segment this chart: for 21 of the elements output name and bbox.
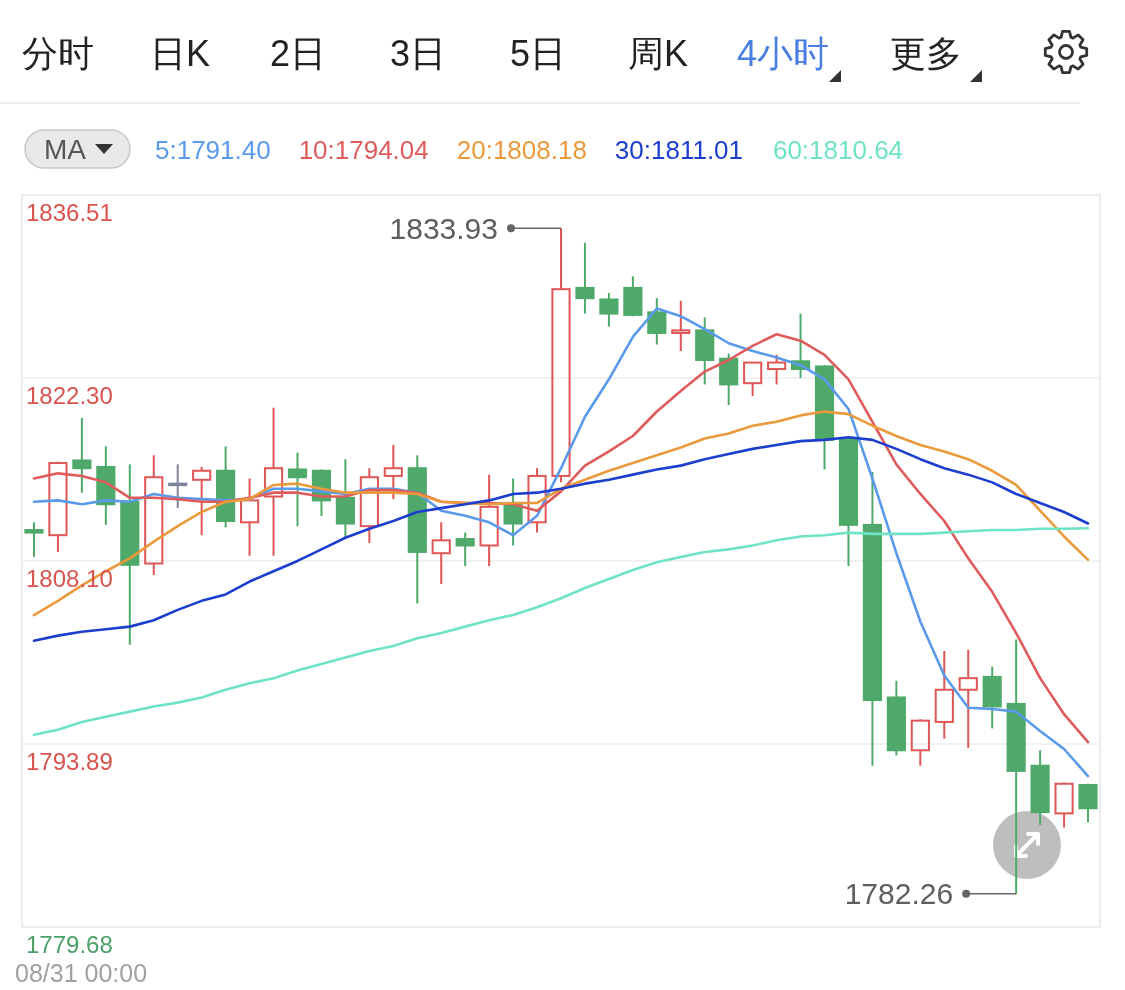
text: 4小时 <box>737 33 830 74</box>
y-tick-label: 1836.51 <box>26 199 113 226</box>
text: 20:1808.18 <box>456 135 587 165</box>
text: 10:1794.04 <box>298 135 429 165</box>
text: 08/31 00:00 <box>15 959 148 987</box>
text: 3日 <box>390 33 447 74</box>
text: 2日 <box>270 33 327 74</box>
text: 分时 <box>22 33 94 74</box>
text: 60:1810.64 <box>772 135 904 165</box>
y-tick-label: 1822.30 <box>26 382 113 410</box>
annotation: 1833.93 <box>389 211 498 245</box>
y-tick-label: 1793.89 <box>26 747 113 775</box>
legend-title: MA <box>44 134 87 165</box>
text: 日K <box>150 33 211 74</box>
text: 周K <box>628 33 689 74</box>
text: 更多 <box>890 33 962 74</box>
text: 5:1791.40 <box>155 135 271 165</box>
annotation: 1782.26 <box>844 877 954 911</box>
text: 30:1811.01 <box>614 135 744 165</box>
text: 5日 <box>510 33 567 74</box>
y-tick-label: 1779.68 <box>26 931 113 958</box>
